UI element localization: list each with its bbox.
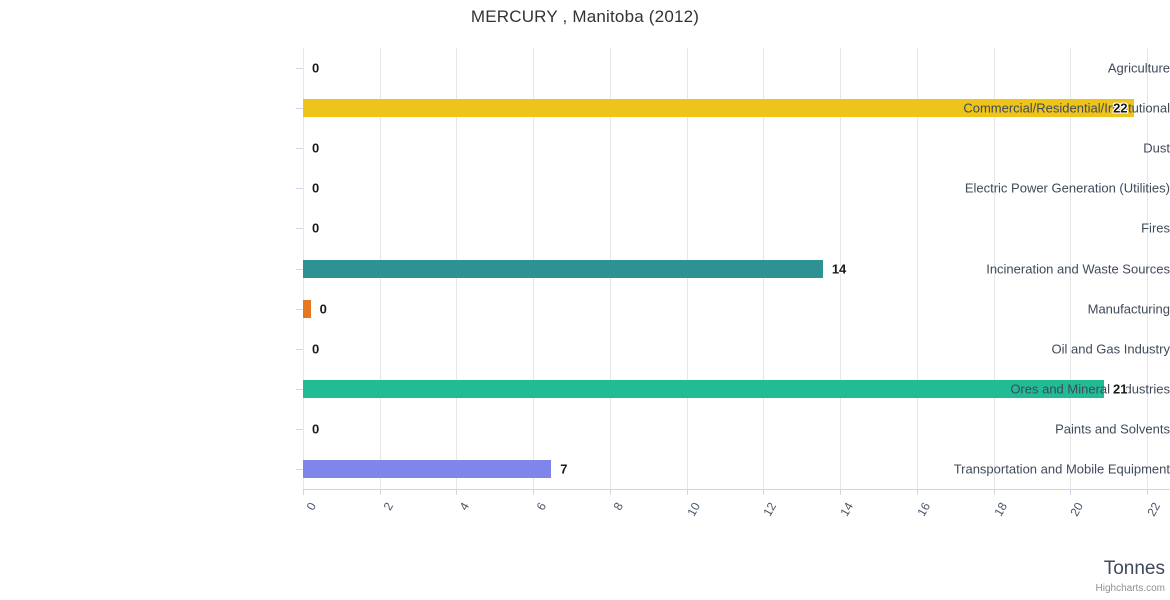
category-tick [296,68,303,69]
category-label: Manufacturing [1087,301,1170,317]
x-axis-tick-label: 6 [533,500,550,513]
data-label: 21 [1113,381,1128,397]
category-tick [296,228,303,229]
bar[interactable] [303,299,311,318]
x-axis-tick [687,489,688,495]
x-axis-tick-label: 4 [457,500,473,513]
data-label: 0 [319,301,327,317]
x-axis-tick-label: 20 [1067,500,1087,519]
x-axis-tick [763,489,764,495]
x-axis-tick-label: 14 [837,500,857,519]
category-tick [296,309,303,310]
gridline-x-22 [1147,48,1148,489]
x-axis-tick-label: 10 [683,500,703,519]
x-axis-title: Tonnes [1103,558,1165,579]
x-axis-tick [610,489,611,495]
x-axis-tick-label: 8 [610,500,627,513]
category-tick [296,429,303,430]
data-label: 22 [1113,100,1128,116]
category-label: Paints and Solvents [1055,421,1170,437]
data-label: 0 [312,180,320,196]
bar[interactable] [303,259,823,278]
data-label: 0 [312,60,320,76]
highcharts-credits[interactable]: Highcharts.com [1095,583,1165,594]
category-label: Incineration and Waste Sources [986,261,1170,276]
x-axis-tick-label: 0 [303,500,320,513]
data-label: 0 [312,140,320,156]
category-label: Dust [1143,140,1170,156]
x-axis-line [303,489,1170,490]
chart-title: MERCURY , Manitoba (2012) [470,7,700,26]
bar[interactable] [303,99,1134,118]
x-axis-tick [994,489,995,495]
x-axis-tick [533,489,534,495]
data-label: 14 [831,261,847,276]
x-axis-tick-label: 16 [914,500,933,519]
bar[interactable] [303,379,1104,398]
x-axis-tick [303,489,304,495]
category-label: Electric Power Generation (Utilities) [964,180,1170,196]
plot-area [303,48,1170,489]
category-tick [296,108,303,109]
category-label: Agriculture [1107,60,1170,76]
x-axis-tick [1070,489,1071,495]
category-label: Oil and Gas Industry [1051,341,1170,357]
x-axis-tick-label: 2 [380,500,396,513]
data-label: 7 [560,461,568,477]
category-tick [296,349,303,350]
category-label: Fires [1141,220,1170,236]
x-axis-tick-label: 18 [990,500,1010,519]
x-axis-tick-label: 22 [1144,500,1164,519]
data-label: 0 [312,220,320,236]
data-label: 0 [312,341,320,357]
x-axis-tick [840,489,841,495]
gridline-x-14 [840,48,841,489]
x-axis-tick [1147,489,1148,495]
x-axis-tick-label: 12 [760,500,780,519]
category-label: Commercial/Residential/Institutional [963,100,1170,116]
gridline-x-16 [917,48,918,489]
category-tick [296,188,303,189]
category-label: Ores and Mineral Industries [1010,381,1170,397]
x-axis-tick [917,489,918,495]
x-axis-tick [456,489,457,495]
category-label: Transportation and Mobile Equipment [953,461,1170,477]
category-tick [296,389,303,390]
bar[interactable] [303,459,551,478]
gridline-x-18 [994,48,995,489]
category-tick [296,269,303,270]
x-axis-tick [380,489,381,495]
gridline-x-20 [1070,48,1071,489]
category-tick [296,148,303,149]
data-label: 0 [312,421,320,437]
category-tick [296,469,303,470]
